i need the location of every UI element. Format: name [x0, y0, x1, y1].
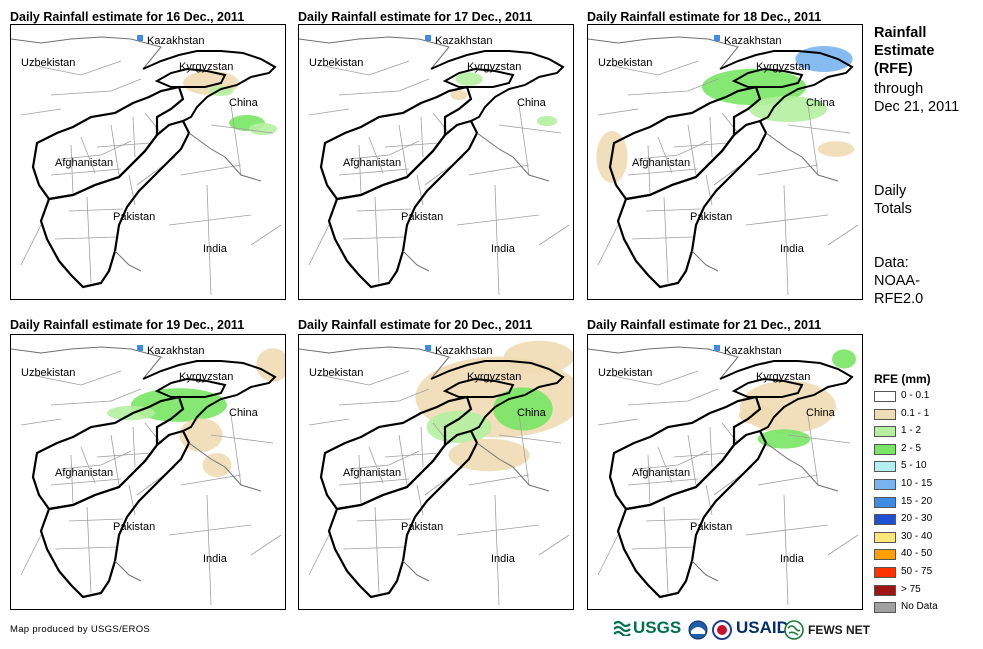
legend-label: 50 - 75: [901, 566, 933, 577]
map-label-kazakhstan: Kazakhstan: [435, 345, 493, 357]
map-label-uzbekistan: Uzbekistan: [309, 57, 364, 69]
panel-title: Daily Rainfall estimate for 19 Dec., 201…: [10, 318, 245, 332]
side-data-line2: NOAA-: [874, 273, 920, 289]
legend-swatch: [874, 426, 896, 438]
legend-swatch: [874, 461, 896, 473]
rainfall-map: Kazakhstan Uzbekistan Kyrgyzstan China Afgha…: [10, 24, 286, 300]
legend-swatch: [874, 479, 896, 490]
map-label-pakistan: Pakistan: [401, 211, 444, 223]
map-label-afghanistan: Afghanistan: [55, 157, 114, 169]
legend-swatch: [874, 531, 896, 543]
map-label-kazakhstan: Kazakhstan: [147, 35, 205, 47]
rainfall-map: Kazakhstan Uzbekistan Kyrgyzstan China Afgha…: [298, 24, 574, 300]
globe-icon: [784, 620, 804, 645]
map-label-india: India: [780, 553, 804, 565]
map-label-kazakhstan: Kazakhstan: [147, 345, 205, 357]
panel-title: Daily Rainfall estimate for 16 Dec., 201…: [10, 10, 245, 24]
side-totals-line2: Totals: [874, 201, 912, 217]
map-label-china: China: [517, 407, 546, 419]
rainfall-map: Kazakhstan Uzbekistan Kyrgyzstan China Afgha…: [10, 334, 286, 610]
map-label-pakistan: Pakistan: [690, 521, 733, 533]
legend-label: 15 - 20: [901, 495, 933, 507]
map-label-kyrgyzstan: Kyrgyzstan: [756, 61, 811, 73]
rainfall-map: Kazakhstan Uzbekistan Kyrgyzstan China Afgha…: [298, 334, 574, 610]
legend-label: 30 - 40: [901, 530, 933, 542]
rainfall-map: Kazakhstan Uzbekistan Kyrgyzstan China Afgha…: [587, 24, 863, 300]
map-label-pakistan: Pakistan: [690, 211, 733, 223]
map-label-kyrgyzstan: Kyrgyzstan: [467, 61, 522, 73]
legend-swatch: [874, 584, 896, 596]
credit-text: Map produced by USGS/EROS: [10, 624, 151, 635]
legend-label: 10 - 15: [901, 478, 933, 489]
legend-label: 20 - 30: [901, 513, 933, 525]
side-totals-line1: Daily: [874, 183, 907, 199]
legend-swatch: [874, 567, 896, 578]
legend-swatch: [874, 496, 896, 508]
map-label-india: India: [203, 553, 227, 565]
map-label-china: China: [806, 97, 835, 109]
map-label-china: China: [229, 407, 258, 419]
side-through: through: [874, 81, 924, 97]
legend-label: 40 - 50: [901, 548, 933, 560]
side-title-line1: Rainfall: [874, 25, 927, 41]
map-label-kyrgyzstan: Kyrgyzstan: [179, 371, 234, 383]
panel-title: Daily Rainfall estimate for 17 Dec., 201…: [298, 10, 533, 24]
map-label-kazakhstan: Kazakhstan: [724, 35, 782, 47]
map-label-india: India: [491, 243, 515, 255]
map-label-kazakhstan: Kazakhstan: [435, 35, 493, 47]
legend-swatch: [874, 408, 896, 420]
panel-title: Daily Rainfall estimate for 21 Dec., 201…: [587, 318, 822, 332]
legend-label: > 75: [901, 583, 921, 595]
map-label-india: India: [203, 243, 227, 255]
map-label-afghanistan: Afghanistan: [343, 157, 402, 169]
map-label-kyrgyzstan: Kyrgyzstan: [467, 371, 522, 383]
map-label-pakistan: Pakistan: [113, 211, 156, 223]
side-title-line3: (RFE): [874, 61, 913, 77]
legend-label: 5 - 10: [901, 460, 927, 472]
map-label-india: India: [491, 553, 515, 565]
map-label-afghanistan: Afghanistan: [55, 467, 114, 479]
map-label-china: China: [806, 407, 835, 419]
doc-seal-icon: [712, 620, 732, 645]
map-label-kyrgyzstan: Kyrgyzstan: [756, 371, 811, 383]
legend-swatch: [874, 443, 896, 455]
side-date: Dec 21, 2011: [874, 99, 960, 115]
rainfall-map: Kazakhstan Uzbekistan Kyrgyzstan China Afgha…: [587, 334, 863, 610]
legend-title: RFE (mm): [874, 372, 931, 386]
map-label-uzbekistan: Uzbekistan: [598, 367, 653, 379]
map-label-china: China: [517, 97, 546, 109]
legend-swatch: [874, 549, 896, 561]
fewsnet-label: FEWS NET: [808, 623, 870, 637]
legend-swatch: [874, 391, 896, 402]
map-label-uzbekistan: Uzbekistan: [598, 57, 653, 69]
side-title-line2: Estimate: [874, 43, 935, 59]
map-label-afghanistan: Afghanistan: [632, 157, 691, 169]
usgs-label: USGS: [633, 618, 682, 637]
map-label-uzbekistan: Uzbekistan: [21, 367, 76, 379]
map-label-kyrgyzstan: Kyrgyzstan: [179, 61, 234, 73]
map-label-afghanistan: Afghanistan: [632, 467, 691, 479]
usaid-label: USAID: [736, 618, 789, 637]
legend-label: 2 - 5: [901, 442, 922, 454]
legend-label: No Data: [901, 601, 938, 613]
map-label-kazakhstan: Kazakhstan: [724, 345, 782, 357]
legend-label: 1 - 2: [901, 425, 922, 437]
logos-bar: USGS USAID FEWS NET: [614, 614, 870, 645]
noaa-logo-icon: [688, 620, 708, 645]
map-label-uzbekistan: Uzbekistan: [21, 57, 76, 69]
map-label-pakistan: Pakistan: [401, 521, 444, 533]
map-label-china: China: [229, 97, 258, 109]
map-label-india: India: [780, 243, 804, 255]
panel-title: Daily Rainfall estimate for 20 Dec., 201…: [298, 318, 533, 332]
side-data-line1: Data:: [874, 255, 909, 271]
legend-label: 0.1 - 1: [901, 407, 930, 419]
map-label-uzbekistan: Uzbekistan: [309, 367, 364, 379]
legend-swatch: [874, 602, 896, 614]
legend-swatch: [874, 514, 896, 526]
side-data-line3: RFE2.0: [874, 291, 924, 307]
panel-title: Daily Rainfall estimate for 18 Dec., 201…: [587, 10, 822, 24]
map-label-pakistan: Pakistan: [113, 521, 156, 533]
map-label-afghanistan: Afghanistan: [343, 467, 402, 479]
legend-label: 0 - 0.1: [901, 390, 930, 401]
